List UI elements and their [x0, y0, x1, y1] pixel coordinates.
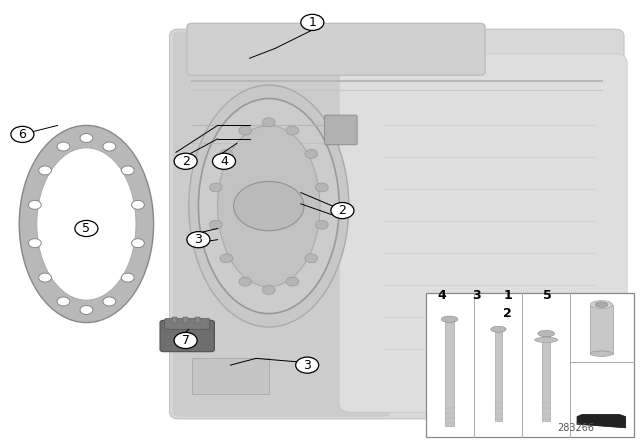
Ellipse shape — [441, 316, 458, 323]
Bar — [192, 358, 269, 394]
Circle shape — [301, 14, 324, 30]
Text: 283266: 283266 — [557, 423, 594, 433]
Circle shape — [305, 149, 317, 158]
Polygon shape — [577, 414, 626, 428]
Bar — [195, 317, 200, 323]
Bar — [172, 317, 177, 323]
Text: 5: 5 — [83, 222, 90, 235]
Circle shape — [262, 118, 275, 127]
Ellipse shape — [535, 337, 558, 343]
Ellipse shape — [491, 326, 506, 332]
Circle shape — [286, 126, 299, 135]
Circle shape — [331, 202, 354, 219]
Text: 3: 3 — [195, 233, 202, 246]
Text: 1: 1 — [308, 16, 316, 29]
Circle shape — [38, 166, 51, 175]
Circle shape — [209, 220, 222, 229]
Ellipse shape — [538, 330, 555, 337]
Circle shape — [239, 277, 252, 286]
Circle shape — [262, 285, 275, 294]
Circle shape — [296, 357, 319, 373]
Circle shape — [28, 239, 41, 248]
Circle shape — [220, 149, 233, 158]
Circle shape — [212, 153, 236, 169]
Text: 5: 5 — [543, 289, 552, 302]
Circle shape — [11, 126, 34, 142]
Text: 4: 4 — [437, 289, 446, 302]
Circle shape — [80, 306, 93, 314]
FancyBboxPatch shape — [324, 115, 357, 145]
Circle shape — [75, 220, 98, 237]
Ellipse shape — [198, 99, 339, 314]
Circle shape — [316, 183, 328, 192]
Circle shape — [174, 332, 197, 349]
Circle shape — [80, 134, 93, 142]
Circle shape — [316, 220, 328, 229]
Circle shape — [122, 166, 134, 175]
Circle shape — [220, 254, 233, 263]
Bar — [183, 317, 188, 323]
Circle shape — [38, 273, 51, 282]
Circle shape — [103, 297, 116, 306]
Circle shape — [187, 232, 210, 248]
Circle shape — [122, 273, 134, 282]
Circle shape — [57, 142, 70, 151]
Circle shape — [209, 183, 222, 192]
Text: 2: 2 — [503, 307, 512, 320]
Circle shape — [234, 181, 304, 231]
Text: 2: 2 — [339, 204, 346, 217]
Text: 3: 3 — [303, 358, 311, 372]
Circle shape — [174, 153, 197, 169]
FancyBboxPatch shape — [160, 320, 214, 352]
Ellipse shape — [590, 301, 612, 309]
Circle shape — [239, 126, 252, 135]
Ellipse shape — [37, 148, 136, 300]
Ellipse shape — [590, 351, 612, 356]
Bar — [590, 305, 612, 353]
Bar — [445, 319, 454, 426]
Ellipse shape — [595, 302, 607, 307]
Ellipse shape — [189, 85, 349, 327]
Ellipse shape — [19, 125, 154, 323]
Circle shape — [132, 200, 145, 209]
Circle shape — [103, 142, 116, 151]
FancyBboxPatch shape — [164, 319, 210, 329]
FancyBboxPatch shape — [339, 54, 627, 412]
Text: 7: 7 — [182, 334, 189, 347]
Circle shape — [57, 297, 70, 306]
Circle shape — [305, 254, 317, 263]
Text: 3: 3 — [472, 289, 481, 302]
FancyBboxPatch shape — [173, 31, 390, 417]
Text: 1: 1 — [503, 289, 512, 302]
Text: 2: 2 — [182, 155, 189, 168]
Bar — [495, 329, 502, 421]
Circle shape — [286, 277, 299, 286]
FancyBboxPatch shape — [187, 23, 485, 75]
FancyBboxPatch shape — [170, 29, 624, 419]
Bar — [543, 334, 550, 421]
Text: 6: 6 — [19, 128, 26, 141]
Ellipse shape — [218, 125, 320, 287]
Text: 4: 4 — [220, 155, 228, 168]
Circle shape — [28, 200, 41, 209]
Circle shape — [132, 239, 145, 248]
Bar — [426, 293, 634, 437]
